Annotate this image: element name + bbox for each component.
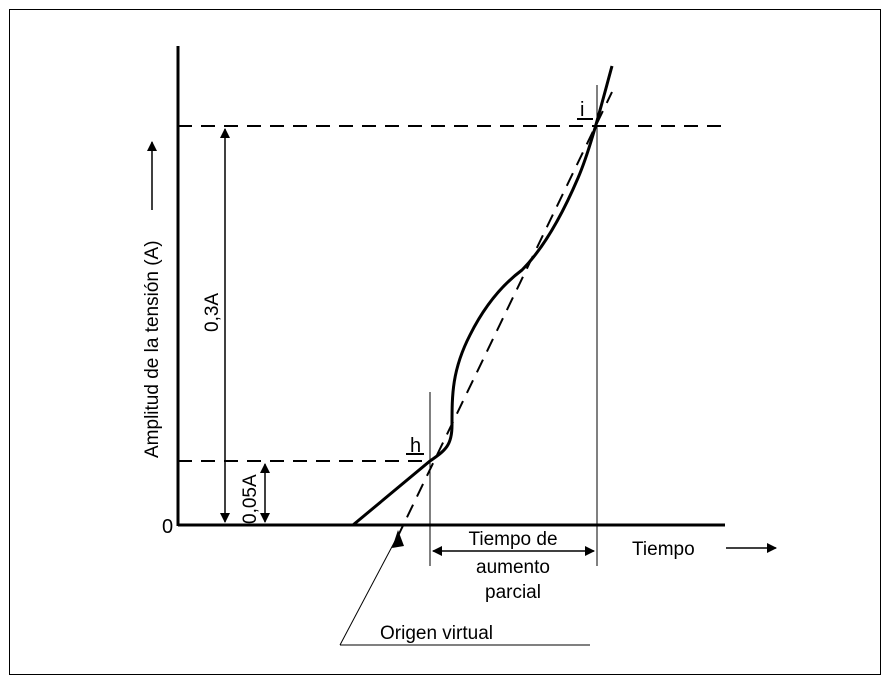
origin-label: 0 <box>162 516 173 538</box>
figure-border <box>9 9 881 675</box>
y-axis-label: Amplitud de la tensión (A) <box>142 240 163 458</box>
rise-time-label-line-2: aumento <box>476 557 550 578</box>
virtual-origin-leader <box>339 540 396 646</box>
point-i-label: i <box>580 99 584 121</box>
virtual-origin-label: Origen virtual <box>380 623 493 644</box>
rise-time-label-line-1: Tiempo de <box>468 529 557 550</box>
dim-0-3a-label: 0,3A <box>202 293 223 332</box>
virtual-origin-dashed-line <box>396 91 613 539</box>
x-axis-label: Tiempo <box>632 539 695 560</box>
virtual-origin-arrowhead <box>392 530 404 548</box>
signal-curve <box>352 65 614 527</box>
rise-time-label-line-3: parcial <box>485 582 541 603</box>
dim-0-05a-label: 0,05A <box>240 474 261 524</box>
point-h-label: h <box>410 435 421 457</box>
